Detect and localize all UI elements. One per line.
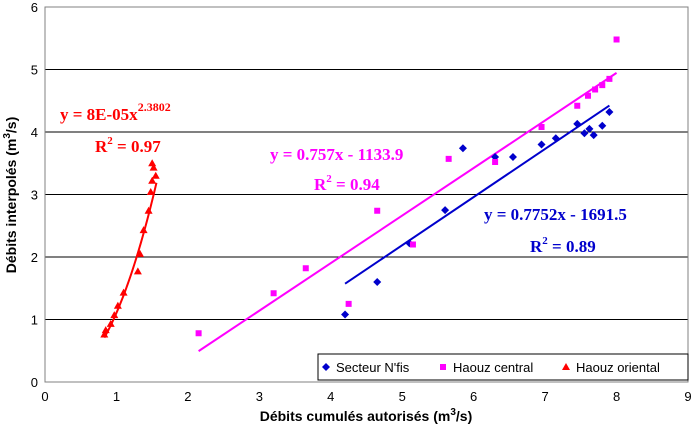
data-points [100,36,620,338]
legend-box [317,353,689,381]
data-point [409,241,416,248]
data-point [110,311,119,319]
data-point [113,301,122,309]
x-tick-labels: 0 1 2 3 4 5 6 7 8 9 [41,389,691,404]
legend: Secteur N'fis Haouz central Haouz orient… [317,353,689,381]
data-point [195,330,202,337]
data-point [374,207,381,214]
legend-label-haouz-central: Haouz central [453,360,533,375]
data-point [106,319,115,327]
x-tick-label: 9 [684,389,691,404]
y-tick-labels: 0 1 2 3 4 5 6 [31,0,38,390]
data-point [592,86,599,93]
legend-marker-secteur-nfis [322,363,330,371]
x-tick-label: 8 [613,389,620,404]
x-tick-label: 0 [41,389,48,404]
data-point [373,278,382,286]
equation-haouz-central: y = 0.757x - 1133.9 [270,145,403,164]
data-point [119,288,128,296]
legend-label-haouz-oriental: Haouz oriental [576,360,660,375]
r2-haouz-oriental: R2 = 0.97 [95,135,161,156]
data-point [149,163,158,171]
data-point [345,300,352,307]
trendlines [103,72,618,352]
data-point [441,206,450,215]
y-tick-label: 1 [31,313,38,328]
data-point [584,92,591,99]
r2-secteur-nfis: R2 = 0.89 [530,235,596,256]
data-point [537,140,546,149]
equation-secteur-nfis: y = 0.7752x - 1691.5 [484,205,627,224]
trendline-series-1 [198,72,618,352]
data-point [589,131,598,140]
data-point [144,206,153,214]
data-point [598,121,607,130]
data-point [133,267,142,275]
data-point [574,102,581,109]
data-point [302,265,309,272]
r2-haouz-central: R2 = 0.94 [314,173,380,194]
data-point [585,124,594,133]
data-point [508,153,517,161]
x-tick-label: 5 [399,389,406,404]
legend-marker-haouz-central [440,364,446,370]
data-point [341,310,350,319]
data-point [605,108,614,116]
y-tick-label: 5 [31,63,38,78]
data-point [151,171,160,179]
data-point [580,129,589,138]
legend-marker-haouz-oriental [562,363,570,370]
data-point [148,176,157,184]
y-tick-label: 6 [31,0,38,15]
data-point [270,290,277,297]
y-tick-label: 2 [31,250,38,265]
x-tick-label: 1 [113,389,120,404]
data-point [136,249,145,257]
data-point [139,226,148,234]
data-point [148,159,157,167]
data-point [492,159,499,165]
data-point [606,75,613,82]
data-point [551,134,560,143]
y-axis-title: Débits interpolés (m3/s) [2,117,19,274]
equation-haouz-oriental: y = 8E-05x2.3802 [60,100,171,124]
y-tick-label: 3 [31,188,38,203]
plot-area [44,6,689,383]
data-point [445,155,452,162]
data-point [599,82,606,89]
x-axis-title: Débits cumulés autorisés (m3/s) [260,407,473,424]
x-tick-label: 7 [541,389,548,404]
x-tick-label: 3 [256,389,263,404]
data-point [101,326,110,334]
y-tick-label: 0 [31,375,38,390]
data-point [613,36,620,43]
y-tick-label: 4 [31,125,38,140]
data-point [573,119,582,128]
data-point [458,144,467,153]
x-tick-label: 4 [327,389,334,404]
data-point [538,124,545,130]
trendline-series-0 [344,104,610,285]
data-point [100,330,109,338]
x-tick-label: 2 [184,389,191,404]
x-tick-label: 6 [470,389,477,404]
trendline-series-2 [103,182,158,339]
legend-label-secteur-nfis: Secteur N'fis [336,360,410,375]
data-point [146,188,155,195]
